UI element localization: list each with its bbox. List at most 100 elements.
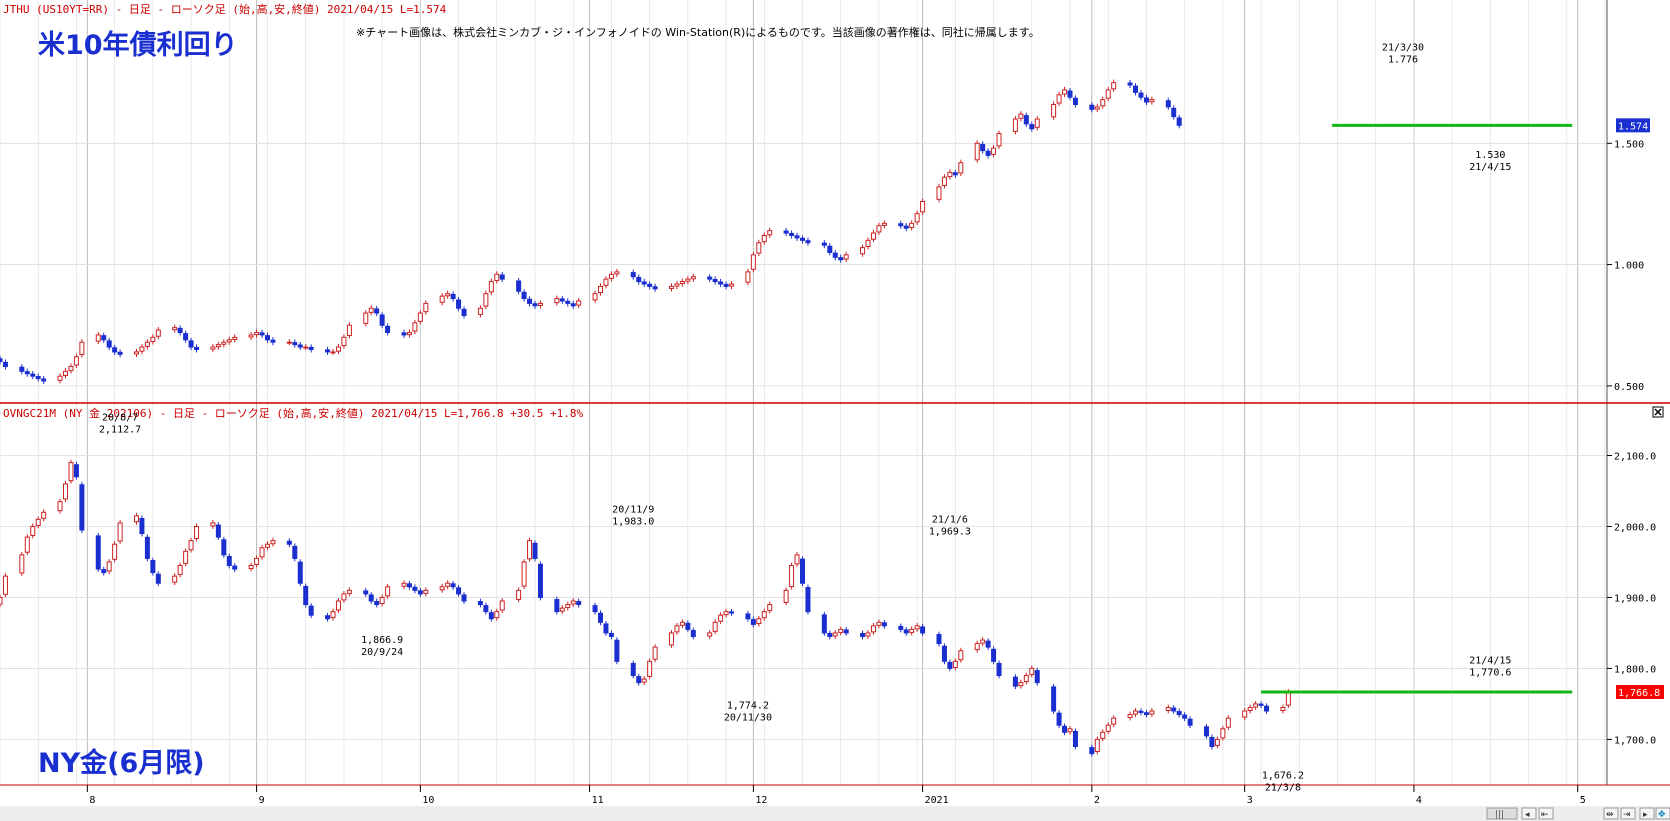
candle-up [767, 230, 773, 236]
candle-down [941, 645, 947, 662]
candle-down [1127, 82, 1133, 86]
candle-down [35, 376, 41, 380]
candle-down [570, 303, 576, 307]
candle-up [1062, 89, 1068, 95]
candle-down [292, 342, 298, 346]
candle-up [947, 171, 953, 178]
candle-up [477, 307, 483, 315]
candle-up [870, 232, 876, 240]
us10y-current-badge: 1.574 [1616, 118, 1650, 133]
candle-up [177, 565, 183, 576]
candle-up [1067, 728, 1073, 733]
svg-text:⇤: ⇤ [1541, 810, 1549, 820]
annotation-date: 20/11/9 [612, 505, 654, 516]
candle-up [909, 222, 915, 228]
scroll-right-icon[interactable] [1639, 807, 1655, 820]
candle-down [95, 535, 101, 570]
candle-down [41, 378, 47, 382]
candle-up [914, 213, 920, 223]
candle-down [308, 346, 314, 350]
candle-up [1094, 738, 1100, 752]
candle-down [325, 615, 331, 620]
candle-up [445, 293, 451, 297]
candle-down [805, 587, 811, 613]
candle-up [652, 646, 658, 660]
candle-up [106, 561, 112, 572]
us10y-candles [0, 79, 1182, 385]
gold-header: OVNGC21M (NY 金 202106) - 日足 - ローソク足 (始,高… [3, 406, 583, 420]
candle-down [690, 629, 696, 637]
candle-down [641, 281, 647, 285]
close-icon[interactable] [1652, 406, 1664, 418]
candle-up [592, 293, 598, 301]
candle-up [860, 247, 866, 255]
annotation-date: 21/4/15 [1469, 655, 1511, 666]
candle-up [24, 536, 30, 553]
copyright-notice: ※チャート画像は、株式会社ミンカブ・ジ・インフォノイドの Win-Station… [356, 25, 1040, 39]
candle-down [800, 237, 805, 241]
annotation-value: 1,983.0 [612, 517, 654, 528]
candle-down [1203, 726, 1209, 737]
candle-up [570, 600, 576, 605]
candle-down [1171, 707, 1177, 712]
candle-up [761, 611, 767, 619]
candle-up [516, 589, 522, 600]
scroll-home-icon[interactable] [1538, 807, 1554, 820]
annotation-date: 20/8/7 [102, 412, 138, 423]
candle-up [554, 298, 560, 304]
candle-down [794, 235, 800, 239]
candle-up [423, 589, 429, 594]
scrollbar-thumb[interactable] [1486, 807, 1518, 820]
candle-up [265, 543, 270, 548]
candle-down [898, 625, 904, 630]
zoom-in-icon[interactable] [1620, 807, 1636, 820]
scrollbar-track[interactable] [0, 806, 1670, 821]
candle-down [1143, 97, 1149, 103]
candle-down [303, 585, 309, 606]
annotation-value: 1,770.6 [1469, 667, 1511, 678]
candle-down [985, 150, 991, 156]
candle-down [450, 583, 456, 588]
candle-down [1029, 124, 1035, 130]
candle-up [1214, 738, 1220, 746]
candle-down [215, 524, 221, 538]
candle-down [79, 484, 85, 531]
candle-up [843, 254, 849, 260]
candle-down [521, 291, 527, 300]
candle-up [210, 346, 216, 350]
candle-up [57, 375, 63, 381]
gold-y-axis: 1,700.0 1,800.0 1,900.0 2,000.0 2,100.0 [1607, 451, 1656, 746]
candle-down [406, 583, 412, 588]
candle-up [183, 550, 189, 564]
candle-down [379, 314, 385, 326]
x-axis: 8 9 10 11 12 2021 2 3 4 5 [86, 785, 1586, 806]
candle-up [341, 336, 347, 347]
candle-up [194, 525, 200, 540]
candle-down [450, 293, 456, 300]
candle-up [286, 341, 292, 344]
candle-down [1062, 725, 1068, 733]
candle-up [565, 604, 571, 609]
candle-up [679, 281, 685, 285]
candle-up [417, 312, 423, 322]
scrollbar[interactable]: ||| ◂ ⇤ ⇹ ⇥ ▸ ✥ [0, 806, 1670, 821]
annotation-date: 20/9/24 [361, 647, 403, 658]
candle-down [554, 599, 560, 613]
candle-down [636, 276, 642, 283]
candle-down [1056, 712, 1062, 726]
crosshair-icon[interactable] [1655, 807, 1670, 820]
candle-down [1258, 703, 1264, 706]
annotation-value: 1,969.3 [929, 526, 971, 537]
candle-up [576, 300, 582, 306]
candle-up [79, 341, 85, 356]
candle-down [1143, 712, 1149, 716]
candle-up [876, 621, 882, 626]
zoom-out-icon[interactable] [1603, 807, 1619, 820]
candle-up [226, 339, 232, 343]
scroll-left-icon[interactable] [1521, 807, 1537, 820]
candle-down [821, 614, 827, 634]
candle-down [952, 172, 958, 176]
candle-down [592, 605, 598, 613]
candle-up [248, 334, 254, 338]
